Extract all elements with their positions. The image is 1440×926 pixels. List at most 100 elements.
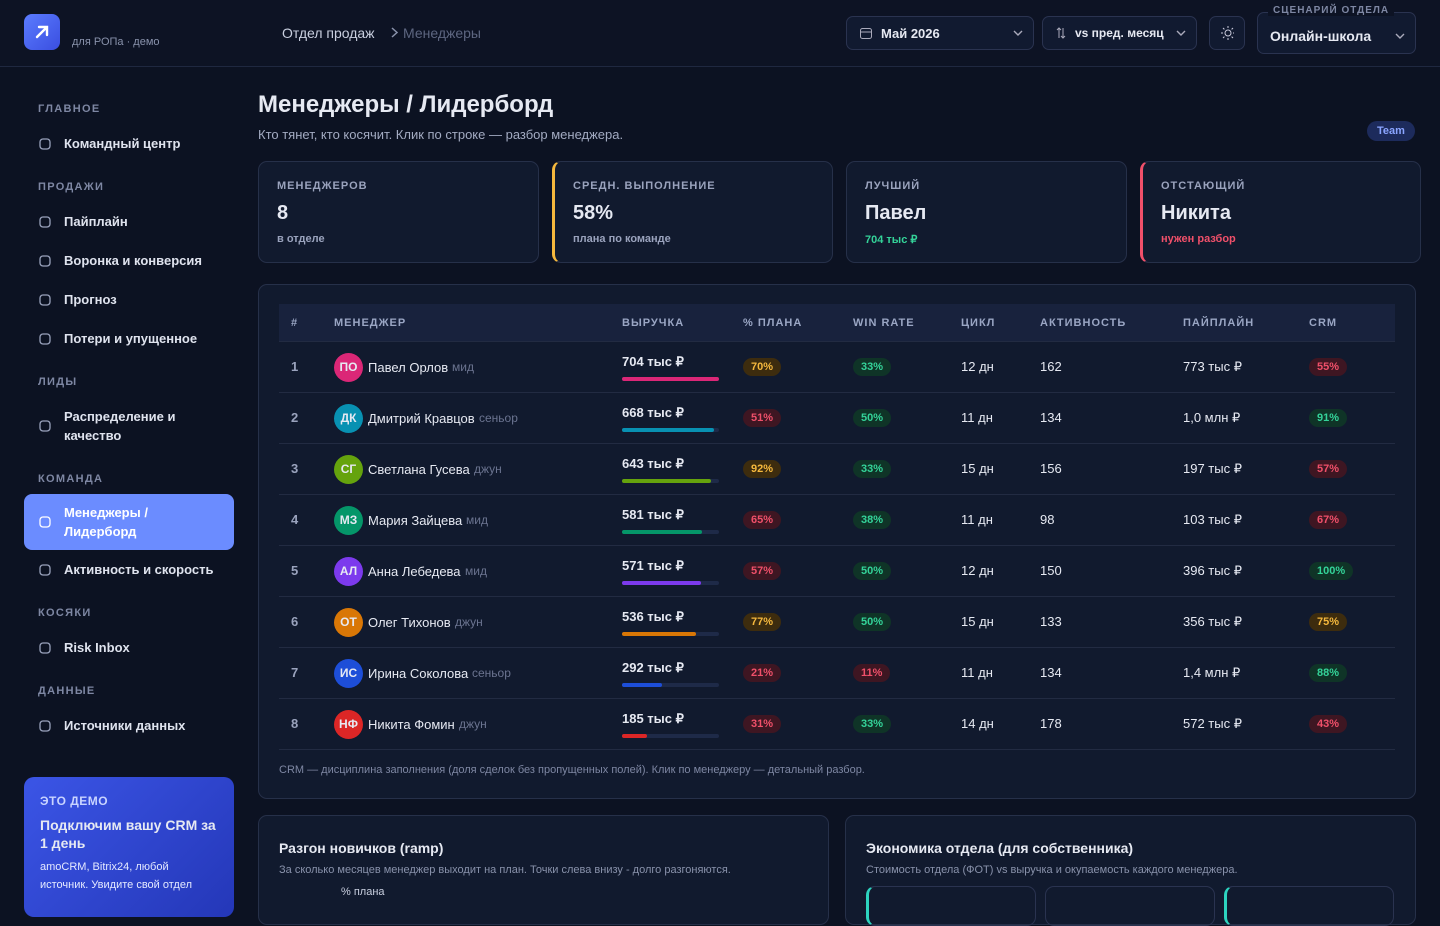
revenue-bar (622, 377, 719, 381)
table-row[interactable]: 5 АЛ Анна Лебедева мид 571 тыс ₽ 57% 50% 12 дн 1… (279, 545, 1395, 596)
revenue-bar (622, 428, 715, 432)
win-rate-badge: 11% (853, 664, 891, 682)
revenue: 668 тыс ₽ (622, 405, 684, 420)
nav-item[interactable]: Воронка и конверсия (24, 241, 234, 280)
crm-badge: 91% (1309, 409, 1348, 427)
row-divider (279, 749, 1395, 750)
pipeline: 197 тыс ₽ (1183, 461, 1242, 476)
panel-subtitle: Стоимость отдела (ФОТ) vs выручка и окуп… (866, 864, 1238, 876)
kpi-note: плана по команде (573, 233, 671, 245)
manager-level: мид (466, 513, 488, 527)
table-row[interactable]: 1 ПО Павел Орлов мид 704 тыс ₽ 70% 33% 12 дн 162… (279, 341, 1395, 392)
manager-level: джун (474, 462, 502, 476)
table-row[interactable]: 2 ДК Дмитрий Кравцов сеньор 668 тыс ₽ 51% 50% 1… (279, 392, 1395, 443)
table-row[interactable]: 7 ИС Ирина Соколова сеньор 292 тыс ₽ 21% 11% 11… (279, 647, 1395, 698)
period-value: Май 2026 (881, 25, 940, 41)
kpi-card: СРЕДН. ВЫПОЛНЕНИЕ 58% плана по команде (552, 161, 833, 263)
avatar: ОТ (334, 608, 363, 637)
rank: 2 (291, 410, 299, 425)
column-header: ЦИКЛ (961, 317, 996, 329)
compare-value: vs пред. месяц (1075, 26, 1164, 40)
promo-title: Подключим вашу CRM за 1 день (40, 817, 216, 851)
manager-level: мид (452, 360, 474, 374)
activity: 134 (1040, 410, 1062, 425)
metric-tile (1224, 886, 1394, 926)
kpi-note: 704 тыс ₽ (865, 234, 918, 246)
axis-label: % плана (341, 886, 385, 898)
promo-card[interactable]: ЭТО ДЕМО Подключим вашу CRM за 1 день am… (24, 777, 234, 917)
manager-name: Светлана Гусева (368, 462, 470, 477)
nav-item[interactable]: Командный центр (24, 124, 234, 163)
cycle: 14 дн (961, 716, 994, 731)
nav-item[interactable]: Активность и скорость (24, 550, 234, 589)
nav-item[interactable]: Распределение и качество (24, 397, 234, 455)
manager-name: Дмитрий Кравцов (368, 411, 475, 426)
top-bar: для РОПа · демо Отдел продаж Менеджеры М… (0, 0, 1440, 67)
cycle: 11 дн (961, 512, 993, 527)
nav-item[interactable]: Пайплайн (24, 202, 234, 241)
panel-title: Экономика отдела (для собственника) (866, 840, 1134, 856)
cycle: 15 дн (961, 614, 994, 629)
logo[interactable] (24, 14, 60, 50)
column-header: % ПЛАНА (743, 317, 803, 329)
cycle: 12 дн (961, 563, 994, 578)
nav-label: Активность и скорость (64, 562, 214, 577)
cycle: 11 дн (961, 665, 993, 680)
revenue-bar (622, 479, 711, 483)
nav-item[interactable]: Risk Inbox (24, 628, 234, 667)
revenue: 704 тыс ₽ (622, 354, 684, 369)
kpi-card: МЕНЕДЖЕРОВ 8 в отделе (258, 161, 539, 263)
breadcrumb[interactable]: Отдел продаж (282, 25, 375, 41)
column-header: МЕНЕДЖЕР (334, 317, 407, 329)
manager-level: сеньор (472, 666, 511, 680)
revenue-track (622, 734, 719, 738)
activity: 134 (1040, 665, 1062, 680)
compare-select[interactable]: vs пред. месяц (1042, 16, 1197, 50)
kpi-value: Никита (1161, 202, 1231, 224)
table-row[interactable]: 8 НФ Никита Фомин джун 185 тыс ₽ 31% 33% 14 дн 1… (279, 698, 1395, 749)
revenue: 292 тыс ₽ (622, 660, 684, 675)
table-row[interactable]: 6 ОТ Олег Тихонов джун 536 тыс ₽ 77% 50% 15 дн 1… (279, 596, 1395, 647)
panel-subtitle: За сколько месяцев менеджер выходит на п… (279, 864, 731, 876)
activity: 156 (1040, 461, 1062, 476)
rank: 4 (291, 512, 299, 527)
nav-item[interactable]: Источники данных (24, 706, 234, 745)
cycle: 12 дн (961, 359, 994, 374)
theme-toggle[interactable] (1209, 16, 1245, 50)
revenue: 581 тыс ₽ (622, 507, 684, 522)
kpi-value: Павел (865, 202, 927, 224)
crm-badge: 100% (1309, 562, 1354, 580)
cycle: 11 дн (961, 410, 993, 425)
activity: 178 (1040, 716, 1062, 731)
table-row[interactable]: 3 СГ Светлана Гусева джун 643 тыс ₽ 92% 33% 15 … (279, 443, 1395, 494)
table-header (279, 304, 1395, 341)
scenario-select[interactable]: Онлайн-школа (1257, 12, 1416, 54)
nav-item[interactable]: Менеджеры / Лидерборд (24, 494, 234, 550)
team-badge: Team (1367, 121, 1415, 141)
manager-level: джун (459, 717, 487, 731)
plan-badge: 57% (743, 562, 782, 580)
ramp-panel: Разгон новичков (ramp) За сколько месяце… (258, 815, 829, 925)
table-footnote: CRM — дисциплина заполнения (доля сделок… (279, 764, 865, 776)
pipeline: 773 тыс ₽ (1183, 359, 1242, 374)
kpi-value: 8 (277, 202, 289, 224)
nav-item[interactable]: Потери и упущенное (24, 319, 234, 358)
column-header: WIN RATE (853, 317, 915, 329)
promo-text: amoCRM, Bitrix24, любой источник. Увидит… (40, 861, 192, 891)
nav-item[interactable]: Прогноз (24, 280, 234, 319)
plan-badge: 70% (743, 358, 782, 376)
avatar: СГ (334, 455, 363, 484)
crm-badge: 67% (1309, 511, 1348, 529)
nav-label: Источники данных (64, 718, 186, 733)
pipeline: 396 тыс ₽ (1183, 563, 1242, 578)
period-select[interactable]: Май 2026 (846, 16, 1034, 50)
nav-label: Командный центр (64, 136, 181, 151)
avatar: ИС (334, 659, 363, 688)
manager-level: сеньор (479, 411, 518, 425)
table-row[interactable]: 4 МЗ Мария Зайцева мид 581 тыс ₽ 65% 38% 11 дн 9… (279, 494, 1395, 545)
kpi-note: нужен разбор (1161, 233, 1236, 245)
nav-section-title: КОСЯКИ (38, 607, 92, 619)
manager-name: Олег Тихонов (368, 615, 451, 630)
promo-kicker: ЭТО ДЕМО (40, 794, 109, 808)
manager-level: мид (465, 564, 487, 578)
